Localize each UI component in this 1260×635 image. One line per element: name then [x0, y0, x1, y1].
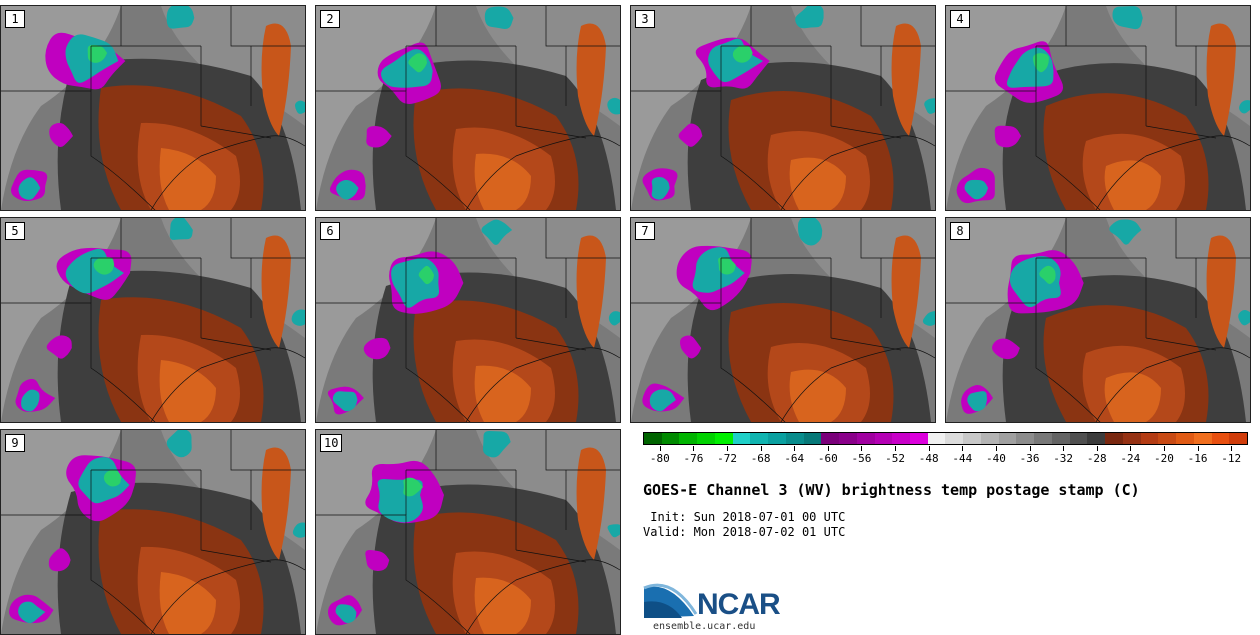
colorbar-swatch	[1158, 433, 1177, 444]
map-panel-3: 3	[630, 5, 936, 211]
colorbar-swatch	[1140, 433, 1159, 444]
colorbar-swatch	[839, 433, 857, 444]
colorbar-tick-label: -76	[683, 452, 704, 465]
colorbar-swatch	[768, 433, 786, 444]
map-panel-8: 8	[945, 217, 1251, 423]
colorbar-tick-label: -44	[952, 452, 973, 465]
colorbar-tick-label: -24	[1120, 452, 1141, 465]
colorbar-tick-label: -20	[1154, 452, 1174, 465]
colorbar-swatch	[803, 433, 822, 444]
colorbar-swatch	[1122, 433, 1141, 444]
colorbar-tick-label: -28	[1086, 452, 1107, 465]
colorbar-tick-label: -32	[1053, 452, 1074, 465]
init-time: Init: Sun 2018-07-01 00 UTC	[643, 510, 846, 524]
panel-label: 5	[5, 222, 25, 240]
colorbar-tick-label: -80	[649, 452, 670, 465]
colorbar-tick-label: -72	[717, 452, 737, 465]
ncar-logo-icon	[643, 583, 698, 618]
colorbar-tick	[760, 446, 762, 451]
valid-time: Valid: Mon 2018-07-02 01 UTC	[643, 525, 846, 539]
colorbar-tick-label: -12	[1221, 452, 1242, 465]
panel-label: 4	[950, 10, 970, 28]
colorbar-swatch	[1193, 433, 1212, 444]
colorbar-tick-label: -48	[918, 452, 939, 465]
panel-label: 1	[5, 10, 25, 28]
colorbar-tick	[827, 446, 829, 451]
colorbar-tick-label: -68	[750, 452, 771, 465]
colorbar-swatch	[679, 433, 698, 444]
map-panel-7: 7	[630, 217, 936, 423]
map-panel-2: 2	[315, 5, 621, 211]
ncar-logo-text: NCAR	[697, 588, 781, 621]
site-url: ensemble.ucar.edu	[653, 621, 756, 632]
colorbar-swatch	[910, 433, 928, 444]
colorbar-tick	[1197, 446, 1199, 451]
colorbar-tick-label: -56	[851, 452, 872, 465]
colorbar-tick	[1063, 446, 1065, 451]
colorbar-swatch	[1211, 433, 1230, 444]
panel-label: 3	[635, 10, 655, 28]
colorbar-tick-label: -60	[817, 452, 838, 465]
colorbar-swatch	[1229, 433, 1247, 444]
colorbar-tick-label: -64	[784, 452, 805, 465]
colorbar-swatch	[1105, 433, 1123, 444]
colorbar-tick	[928, 446, 930, 451]
colorbar-tick-label: -52	[885, 452, 906, 465]
colorbar-ticks: -80 -76 -72 -68 -64 -60 -56 -52 -48 -44 -40 -36 -32-…	[643, 446, 1248, 470]
colorbar-swatch	[714, 433, 733, 444]
colorbar-tick-label: -16	[1187, 452, 1208, 465]
colorbar-swatch	[785, 433, 804, 444]
colorbar-swatch	[1069, 433, 1088, 444]
colorbar-swatch	[963, 433, 981, 444]
colorbar-tick	[1231, 446, 1233, 451]
colorbar-tick-label: -40	[985, 452, 1006, 465]
colorbar-tick	[1096, 446, 1098, 451]
colorbar-tick	[895, 446, 897, 451]
colorbar-swatch	[1034, 433, 1052, 444]
colorbar	[643, 432, 1248, 445]
map-panel-1: 1	[0, 5, 306, 211]
colorbar-swatch	[821, 433, 840, 444]
panel-label: 9	[5, 434, 25, 452]
colorbar-swatch	[732, 433, 751, 444]
colorbar-swatch	[856, 433, 875, 444]
colorbar-swatch	[1016, 433, 1035, 444]
colorbar-swatch	[1176, 433, 1194, 444]
colorbar-swatch	[874, 433, 893, 444]
panel-label: 10	[320, 434, 343, 452]
colorbar-swatch	[661, 433, 680, 444]
colorbar-tick	[659, 446, 661, 451]
map-panel-10: 10	[315, 429, 621, 635]
map-panel-4: 4	[945, 5, 1251, 211]
colorbar-tick	[962, 446, 964, 451]
colorbar-swatch	[1087, 433, 1106, 444]
colorbar-swatch	[980, 433, 999, 444]
panel-label: 8	[950, 222, 970, 240]
colorbar-tick	[995, 446, 997, 451]
colorbar-tick	[727, 446, 729, 451]
colorbar-tick	[861, 446, 863, 451]
panel-label: 7	[635, 222, 655, 240]
colorbar-swatch	[750, 433, 769, 444]
map-panel-9: 9	[0, 429, 306, 635]
colorbar-tick	[794, 446, 796, 451]
colorbar-swatch	[927, 433, 946, 444]
colorbar-tick	[693, 446, 695, 451]
colorbar-tick-label: -36	[1019, 452, 1040, 465]
colorbar-tick	[1029, 446, 1031, 451]
panel-label: 6	[320, 222, 340, 240]
colorbar-swatch	[697, 433, 715, 444]
panel-label: 2	[320, 10, 340, 28]
map-panel-5: 5	[0, 217, 306, 423]
colorbar-tick	[1163, 446, 1165, 451]
colorbar-swatch	[998, 433, 1017, 444]
colorbar-tick	[1130, 446, 1132, 451]
figure-title: GOES-E Channel 3 (WV) brightness temp po…	[643, 481, 1140, 499]
colorbar-swatch	[945, 433, 964, 444]
colorbar-swatch	[1051, 433, 1070, 444]
colorbar-swatch	[644, 433, 662, 444]
map-panel-6: 6	[315, 217, 621, 423]
colorbar-swatch	[892, 433, 911, 444]
